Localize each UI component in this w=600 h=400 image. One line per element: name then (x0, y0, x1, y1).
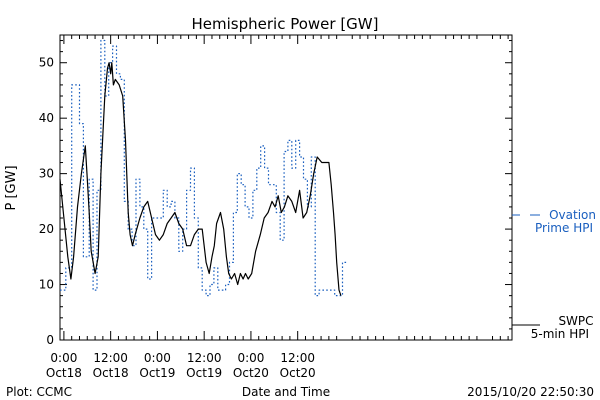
legend-ovation-label-1: Ovation (549, 208, 596, 222)
plot-frame (59, 34, 513, 341)
y-tick-label: 10 (39, 278, 54, 292)
y-tick-label: 30 (39, 167, 54, 181)
y-tick-label: 40 (39, 111, 54, 125)
y-tick-label: 0 (46, 333, 54, 347)
x-tick-date: Oct18 (46, 366, 82, 380)
x-tick-date: Oct18 (93, 366, 129, 380)
x-tick-date: Oct19 (139, 366, 175, 380)
legend-ovation-label-2: Prime HPI (535, 221, 593, 235)
legend-swpc-label-2: 5-min HPI (531, 327, 589, 341)
chart-title: Hemispheric Power [GW] (192, 15, 379, 33)
x-tick-time: 12:00 (93, 351, 128, 365)
footer-plot-credit: Plot: CCMC (6, 385, 72, 399)
y-axis: 0 10 20 30 40 50 (39, 40, 512, 347)
footer-timestamp: 2015/10/20 22:50:30 (467, 385, 594, 399)
legend-swpc-label-1: SWPC (558, 314, 593, 328)
x-axis-label: Date and Time (242, 385, 330, 399)
x-tick-date: Oct19 (186, 366, 222, 380)
x-tick-time: 12:00 (187, 351, 222, 365)
x-tick-date: Oct20 (233, 366, 269, 380)
y-tick-label: 20 (39, 222, 54, 236)
x-axis: 0:00Oct1812:00Oct180:00Oct1912:00Oct190:… (46, 35, 509, 380)
series-ovation-line (60, 39, 347, 297)
x-tick-time: 12:00 (280, 351, 315, 365)
x-tick-time: 0:00 (237, 351, 264, 365)
y-axis-label: P [GW] (4, 165, 19, 210)
x-tick-time: 0:00 (50, 351, 77, 365)
x-tick-date: Oct20 (280, 366, 316, 380)
series-layer (59, 39, 347, 297)
x-tick-time: 0:00 (144, 351, 171, 365)
legend-ovation: Ovation Prime HPI (512, 208, 596, 235)
series-swpc-line (59, 62, 342, 296)
legend-swpc: SWPC 5-min HPI (512, 314, 594, 341)
y-tick-label: 50 (39, 56, 54, 70)
legend: Ovation Prime HPI SWPC 5-min HPI (512, 208, 596, 341)
